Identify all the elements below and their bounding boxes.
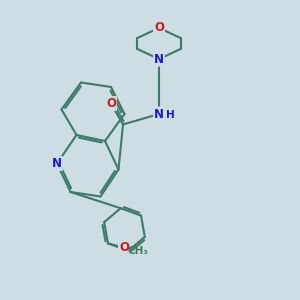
Text: H: H <box>166 110 175 121</box>
Text: CH₃: CH₃ <box>127 246 148 256</box>
Text: O: O <box>154 21 164 34</box>
Text: N: N <box>154 107 164 121</box>
Text: N: N <box>154 52 164 66</box>
Text: N: N <box>52 157 62 170</box>
Text: O: O <box>119 241 129 254</box>
Text: O: O <box>106 97 116 110</box>
